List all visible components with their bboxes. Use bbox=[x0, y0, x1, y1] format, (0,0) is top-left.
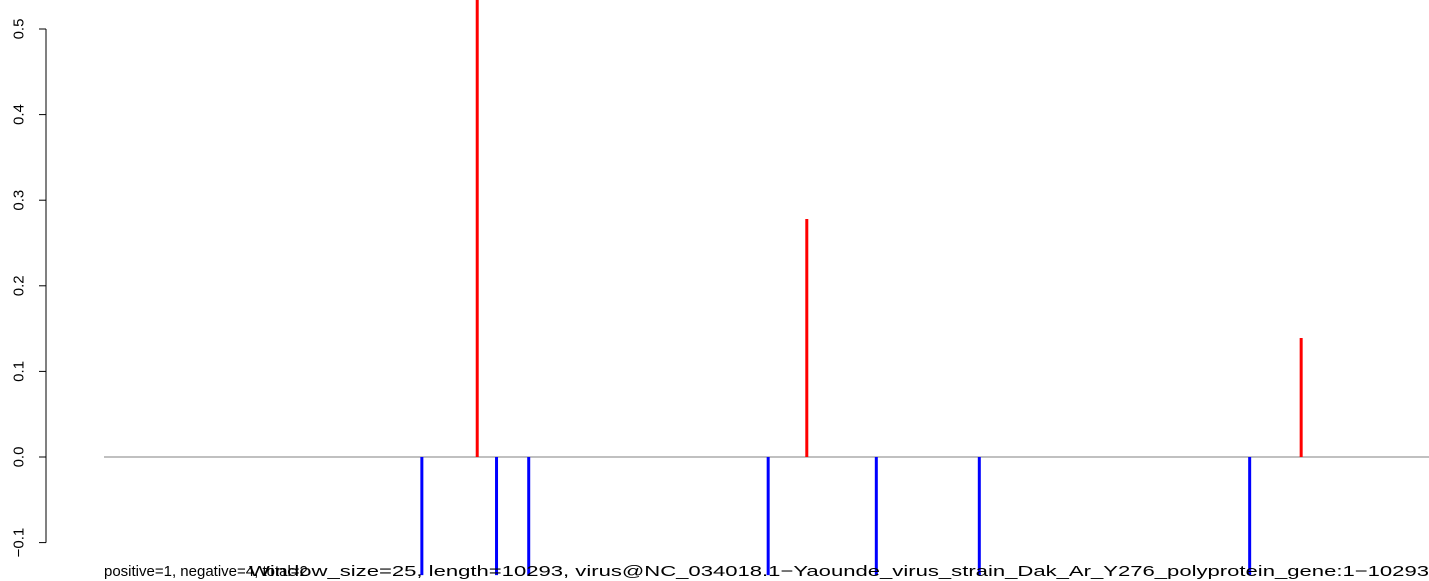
bars bbox=[420, 0, 1303, 576]
y-axis: −0.1 0.0 0.1 0.2 0.3 0.4 0.5 bbox=[11, 19, 47, 558]
y-tick-label: 0.5 bbox=[11, 19, 28, 40]
y-tick-label: 0.2 bbox=[11, 275, 28, 296]
y-tick-label: 0.3 bbox=[11, 190, 28, 211]
footer-label-right: Window_size=25, length=10293, virus@NC_0… bbox=[249, 563, 1429, 580]
footer-label-left: positive=1, negative=4, total=2 bbox=[104, 563, 308, 580]
y-tick-label: −0.1 bbox=[11, 528, 28, 558]
y-tick-label: 0.4 bbox=[11, 104, 28, 125]
y-tick-label: 0.0 bbox=[11, 447, 28, 468]
y-tick-label: 0.1 bbox=[11, 361, 28, 382]
